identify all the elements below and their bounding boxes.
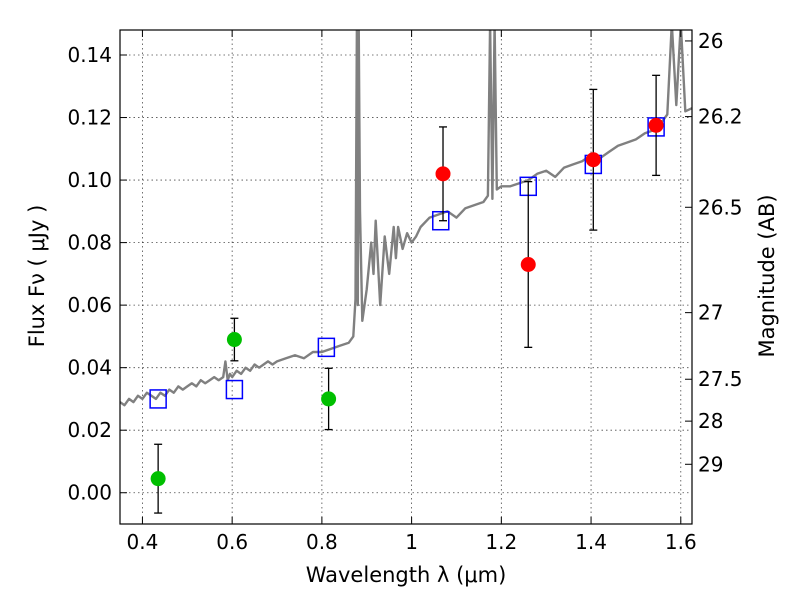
x-tick-label: 0.4 bbox=[127, 530, 159, 554]
model-photometry-point bbox=[432, 210, 450, 231]
x-tick-label: 0.8 bbox=[306, 530, 338, 554]
y-tick-label: 0.10 bbox=[67, 168, 112, 192]
model-photometry-point bbox=[317, 337, 336, 358]
y-tick-label: 0.06 bbox=[67, 293, 112, 317]
tick-marks bbox=[120, 30, 692, 524]
spectrum-line bbox=[120, 30, 692, 407]
x-tick-label: 1.4 bbox=[575, 530, 607, 554]
right-axis-label: Magnitude (AB) bbox=[755, 194, 779, 357]
right-tick-label: 27 bbox=[698, 301, 723, 325]
model-photometry-point bbox=[149, 389, 167, 409]
y-tick-label: 0.00 bbox=[67, 481, 112, 505]
y-tick-label: 0.02 bbox=[67, 418, 112, 442]
y-tick-label: 0.08 bbox=[67, 231, 112, 255]
right-tick-label: 29 bbox=[698, 452, 723, 476]
optical-detections-point bbox=[321, 391, 337, 407]
x-axis-label: Wavelength λ (μm) bbox=[306, 563, 507, 587]
right-tick-label: 28 bbox=[698, 409, 723, 433]
nir-detections-point bbox=[585, 152, 601, 168]
plot-frame bbox=[119, 29, 693, 525]
plot-area bbox=[120, 30, 692, 514]
x-tick-label: 1.6 bbox=[665, 530, 697, 554]
y-tick-label: 0.04 bbox=[67, 356, 112, 380]
optical-detections-point bbox=[150, 471, 166, 487]
grid-lines bbox=[120, 30, 692, 524]
x-tick-label: 1.2 bbox=[485, 530, 517, 554]
y-axis-label: Flux Fν ( μJy ) bbox=[25, 205, 49, 348]
right-tick-label: 26.2 bbox=[698, 105, 743, 129]
right-axis-ticks: 26 26.2 26.5 27 27.5 28 29 bbox=[698, 29, 743, 476]
model-photometry-point bbox=[225, 379, 244, 400]
right-tick-label: 26 bbox=[698, 29, 723, 53]
y-tick-label: 0.14 bbox=[67, 43, 112, 67]
x-tick-label: 0.6 bbox=[216, 530, 248, 554]
x-tick-label: 1 bbox=[405, 530, 418, 554]
optical-detections-point bbox=[226, 332, 242, 348]
right-tick-label: 26.5 bbox=[698, 195, 743, 219]
y-axis-ticks: 0.00 0.02 0.04 0.06 0.08 0.10 0.12 0.14 bbox=[67, 43, 112, 505]
x-axis-ticks: 0.4 0.6 0.8 1 1.2 1.4 1.6 bbox=[127, 530, 697, 554]
right-tick-label: 27.5 bbox=[698, 367, 743, 391]
nir-detections-point bbox=[648, 117, 664, 133]
nir-detections-point bbox=[520, 256, 536, 272]
nir-detections-point bbox=[435, 166, 451, 182]
y-tick-label: 0.12 bbox=[67, 106, 112, 130]
